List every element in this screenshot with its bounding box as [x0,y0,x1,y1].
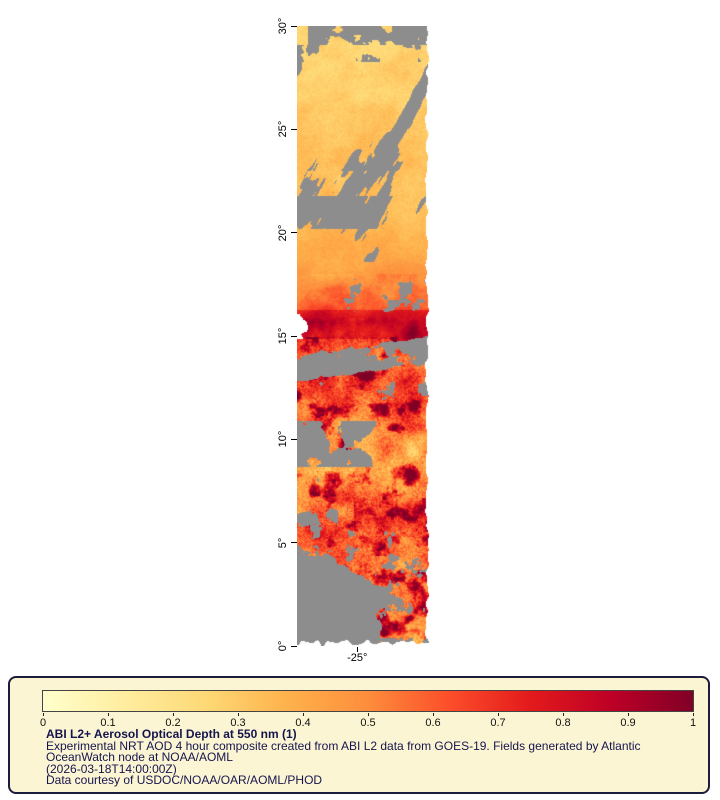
colorbar-tick-label: 1 [689,717,697,729]
colorbar-tick-label: 0.4 [295,717,311,729]
longitude-tick-label: -25° [347,652,368,664]
colorbar-tick [368,713,369,716]
colorbar-tick-label: 0.6 [425,717,441,729]
colorbar [42,690,694,712]
colorbar-tick-label: 0.7 [490,717,506,729]
colorbar-tick [173,713,174,716]
colorbar-tick [563,713,564,716]
colorbar-tick-label: 0 [39,717,47,729]
aod-raster-map [297,26,431,646]
latitude-tick [291,645,297,647]
latitude-tick [291,438,297,440]
legend-credit: Data courtesy of USDOC/NOAA/OAR/AOML/PHO… [46,773,323,787]
colorbar-tick-label: 0.8 [555,717,571,729]
colorbar-tick-label: 0.1 [100,717,116,729]
legend-panel: ABI L2+ Aerosol Optical Depth at 550 nm … [8,676,710,794]
latitude-tick-label: 5° [277,537,289,548]
colorbar-tick [498,713,499,716]
colorbar-tick [303,713,304,716]
colorbar-tick [693,713,694,716]
latitude-tick [291,25,297,27]
legend-timestamp: (2026-03-18T14:00:00Z) [46,761,177,776]
longitude-tick [357,647,359,652]
legend-title: ABI L2+ Aerosol Optical Depth at 550 nm … [46,727,297,741]
latitude-tick [291,542,297,544]
latitude-tick [291,232,297,234]
colorbar-tick [433,713,434,716]
latitude-tick [291,128,297,130]
colorbar-tick [238,713,239,716]
latitude-tick-label: 10° [277,431,289,448]
colorbar-tick-label: 0.2 [165,717,181,729]
legend-description-line1: Experimental NRT AOD 4 hour composite cr… [46,738,641,753]
colorbar-tick-label: 0.3 [230,717,246,729]
colorbar-tick [43,713,44,716]
colorbar-tick [108,713,109,716]
latitude-tick-label: 30° [277,17,289,35]
colorbar-tick-label: 0.5 [360,717,376,729]
latitude-tick-label: 15° [277,327,289,345]
colorbar-tick-label: 0.9 [620,717,636,729]
latitude-tick-label: 0° [277,640,289,652]
latitude-tick [291,335,297,337]
colorbar-tick [628,713,629,716]
legend-captions: ABI L2+ Aerosol Optical Depth at 550 nm … [46,727,694,787]
legend-description-line2: OceanWatch node at NOAA/AOML [46,750,233,764]
latitude-tick-label: 20° [277,224,289,241]
latitude-tick-label: 25° [277,121,289,138]
